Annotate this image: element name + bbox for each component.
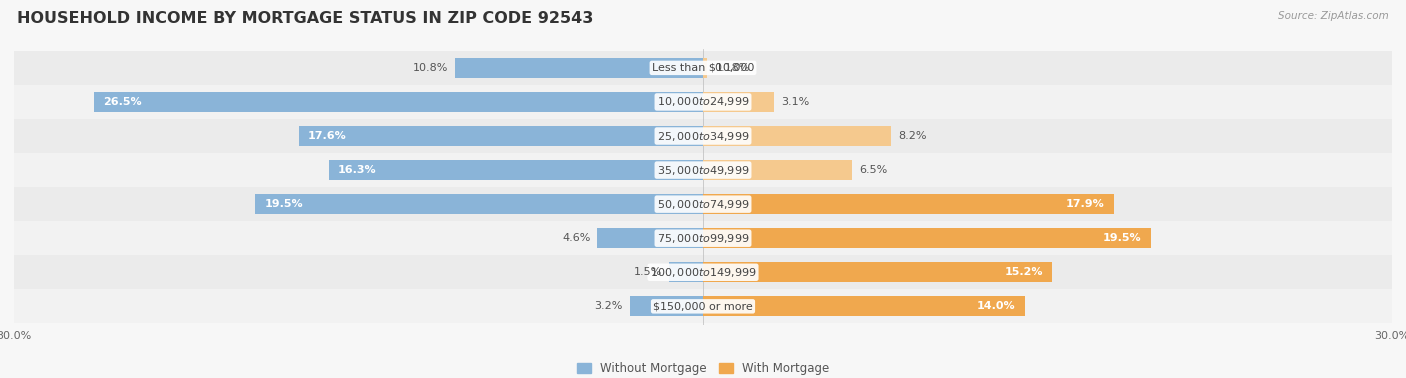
Text: $100,000 to $149,999: $100,000 to $149,999 [650,266,756,279]
Text: 6.5%: 6.5% [859,165,887,175]
Bar [669,262,703,282]
Bar [598,228,703,248]
Text: 8.2%: 8.2% [898,131,927,141]
Bar [703,262,1052,282]
Bar [14,85,1392,119]
Text: 1.5%: 1.5% [634,267,662,277]
Bar [703,58,707,78]
Bar [456,58,703,78]
Text: $35,000 to $49,999: $35,000 to $49,999 [657,164,749,177]
Bar [14,289,1392,323]
Text: 15.2%: 15.2% [1004,267,1043,277]
Bar [703,92,775,112]
Text: 16.3%: 16.3% [337,165,377,175]
Bar [14,187,1392,221]
Text: $10,000 to $24,999: $10,000 to $24,999 [657,95,749,108]
Text: 17.9%: 17.9% [1066,199,1105,209]
Text: HOUSEHOLD INCOME BY MORTGAGE STATUS IN ZIP CODE 92543: HOUSEHOLD INCOME BY MORTGAGE STATUS IN Z… [17,11,593,26]
Text: 3.1%: 3.1% [782,97,810,107]
Bar [14,153,1392,187]
Bar [14,119,1392,153]
Text: $150,000 or more: $150,000 or more [654,301,752,311]
Bar [14,221,1392,255]
Bar [703,126,891,146]
Bar [703,296,1025,316]
Text: 4.6%: 4.6% [562,233,591,243]
Bar [703,160,852,180]
Bar [256,194,703,214]
Text: $50,000 to $74,999: $50,000 to $74,999 [657,198,749,211]
Text: 10.8%: 10.8% [413,63,449,73]
Text: 14.0%: 14.0% [977,301,1015,311]
Bar [329,160,703,180]
Text: 19.5%: 19.5% [264,199,304,209]
Text: 26.5%: 26.5% [104,97,142,107]
Bar [703,194,1114,214]
Text: 0.18%: 0.18% [714,63,749,73]
Text: 17.6%: 17.6% [308,131,347,141]
Bar [299,126,703,146]
Text: $75,000 to $99,999: $75,000 to $99,999 [657,232,749,245]
Bar [14,51,1392,85]
Bar [94,92,703,112]
Text: 19.5%: 19.5% [1102,233,1142,243]
Bar [14,255,1392,289]
Legend: Without Mortgage, With Mortgage: Without Mortgage, With Mortgage [572,358,834,378]
Text: $25,000 to $34,999: $25,000 to $34,999 [657,130,749,143]
Text: 3.2%: 3.2% [595,301,623,311]
Bar [703,228,1152,248]
Text: Source: ZipAtlas.com: Source: ZipAtlas.com [1278,11,1389,21]
Bar [630,296,703,316]
Text: Less than $10,000: Less than $10,000 [652,63,754,73]
